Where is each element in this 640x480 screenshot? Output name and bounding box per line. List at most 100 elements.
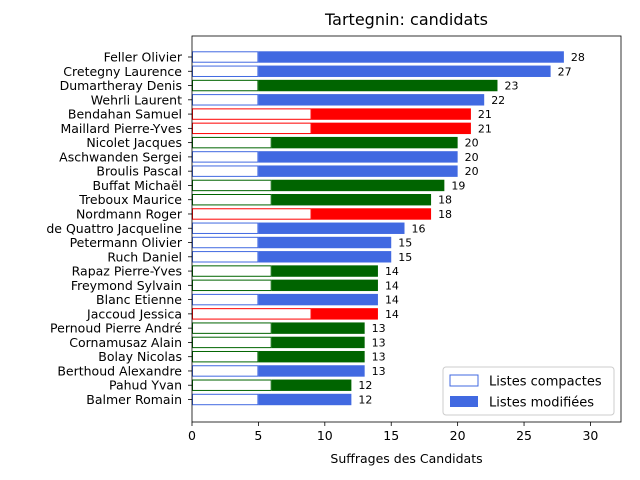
data-label: 22	[491, 94, 505, 107]
category-label: de Quattro Jacqueline	[46, 221, 182, 236]
x-axis: 0 5 10 15 20 25 30	[188, 422, 598, 443]
bar-compact	[192, 79, 259, 92]
x-tick-label: 25	[516, 428, 532, 443]
bar-modified	[258, 51, 564, 63]
data-label: 14	[385, 279, 399, 292]
category-label: Pahud Yvan	[109, 378, 182, 393]
data-label: 18	[438, 194, 452, 207]
data-label: 27	[558, 65, 572, 78]
bar-modified	[271, 336, 365, 349]
bar-modified	[258, 79, 498, 92]
data-label: 15	[398, 237, 412, 250]
bar-compact	[192, 208, 312, 220]
category-label: Jaccoud Jessica	[86, 306, 182, 321]
data-label: 20	[465, 151, 479, 164]
legend-box	[442, 366, 615, 416]
category-label: Berthoud Alexandre	[57, 363, 182, 378]
bar-modified	[258, 222, 405, 234]
data-label: 13	[372, 351, 386, 364]
bar-modified	[271, 322, 365, 334]
bar-modified	[258, 94, 485, 106]
x-tick-label: 5	[254, 428, 262, 443]
bar-compact	[192, 136, 272, 149]
x-tick-label: 20	[450, 428, 466, 443]
bar-modified	[311, 108, 471, 120]
bar-compact	[192, 379, 272, 391]
category-label: Cretegny Laurence	[63, 64, 182, 79]
category-label: Cornamusaz Alain	[69, 335, 182, 350]
bar-modified	[311, 208, 432, 220]
bar-compact	[192, 51, 259, 63]
data-label: 23	[504, 80, 518, 93]
category-label: Broulis Pascal	[96, 164, 182, 179]
bar-modified	[271, 279, 378, 292]
x-axis-label: Suffrages des Candidats	[330, 451, 482, 466]
bar-modified	[258, 251, 392, 263]
category-label: Bolay Nicolas	[98, 349, 182, 364]
bar-compact	[192, 336, 272, 349]
x-tick-label: 10	[317, 428, 333, 443]
bar-compact	[192, 194, 272, 206]
bar-compact	[192, 251, 259, 263]
bars-group	[192, 51, 564, 406]
data-label: 20	[465, 165, 479, 178]
data-label: 28	[571, 51, 585, 64]
legend-swatch-compact	[449, 374, 479, 387]
bar-compact	[192, 108, 312, 120]
bar-compact	[192, 222, 259, 234]
data-label: 20	[465, 137, 479, 150]
category-label: Freymond Sylvain	[71, 278, 182, 293]
category-label: Pernoud Pierre André	[50, 321, 182, 336]
x-tick-label: 30	[582, 428, 598, 443]
bar-modified	[258, 350, 365, 363]
bar-compact	[192, 393, 259, 406]
category-label: Buffat Michaël	[92, 178, 182, 193]
bar-compact	[192, 308, 312, 320]
data-label: 21	[478, 122, 492, 135]
bar-compact	[192, 94, 259, 106]
category-label: Feller Olivier	[104, 50, 183, 65]
data-label: 12	[358, 394, 372, 407]
category-label: Ruch Daniel	[107, 249, 182, 264]
legend-label-modified: Listes modifiées	[489, 396, 594, 411]
data-label: 14	[385, 294, 399, 307]
data-label: 14	[385, 308, 399, 321]
bar-compact	[192, 179, 272, 192]
category-label: Wehrli Laurent	[91, 92, 182, 107]
data-label: 12	[358, 379, 372, 392]
data-label: 13	[372, 322, 386, 335]
data-label: 18	[438, 208, 452, 221]
x-tick-label: 0	[188, 428, 196, 443]
bar-modified	[258, 365, 365, 377]
bar-modified	[271, 265, 378, 277]
data-label: 15	[398, 251, 412, 264]
bar-compact	[192, 265, 272, 277]
data-label: 21	[478, 108, 492, 121]
bar-modified	[311, 122, 471, 135]
bar-compact	[192, 151, 259, 163]
bar-compact	[192, 365, 259, 377]
category-label: Bendahan Samuel	[68, 107, 182, 122]
bar-modified	[271, 379, 352, 391]
data-label: 13	[372, 365, 386, 378]
bar-modified	[271, 136, 458, 149]
bar-modified	[258, 165, 458, 177]
data-label: 13	[372, 336, 386, 349]
bar-compact	[192, 165, 259, 177]
data-label: 14	[385, 265, 399, 278]
bar-compact	[192, 350, 259, 363]
bar-modified	[271, 194, 432, 206]
category-label: Nordmann Roger	[76, 206, 183, 221]
bar-modified	[258, 236, 392, 249]
category-label: Dumartheray Denis	[60, 78, 182, 93]
category-label: Nicolet Jacques	[86, 135, 182, 150]
bar-compact	[192, 322, 272, 334]
bar-modified	[258, 393, 352, 406]
bar-modified	[258, 293, 378, 306]
category-label: Balmer Romain	[86, 392, 182, 407]
bar-modified	[258, 151, 458, 163]
category-label: Treboux Maurice	[78, 192, 182, 207]
legend: Listes compactes Listes modifiées	[442, 366, 615, 416]
